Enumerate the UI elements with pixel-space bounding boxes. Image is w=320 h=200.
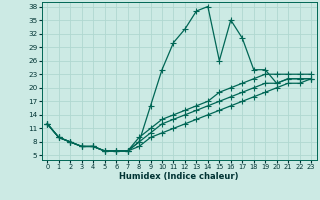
- X-axis label: Humidex (Indice chaleur): Humidex (Indice chaleur): [119, 172, 239, 181]
